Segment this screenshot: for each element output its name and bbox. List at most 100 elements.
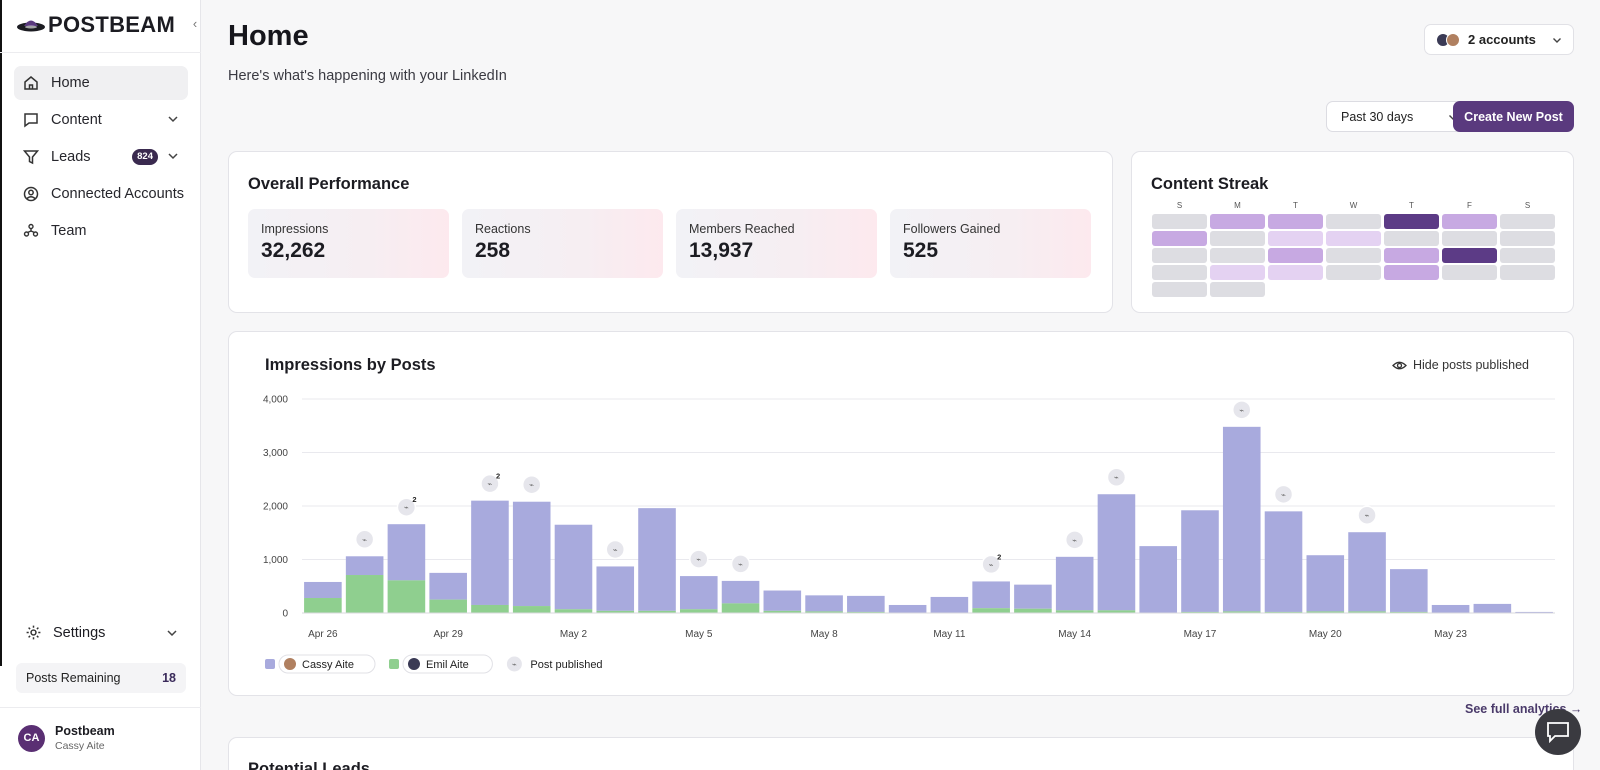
bar-cassy-aite[interactable] bbox=[1264, 511, 1303, 612]
bar-emil-aite[interactable] bbox=[1348, 611, 1386, 613]
legend-pill[interactable] bbox=[402, 654, 493, 674]
hide-posts-published-toggle[interactable]: Hide posts published bbox=[1392, 358, 1529, 372]
chat-widget-button[interactable] bbox=[1535, 709, 1581, 755]
streak-cell[interactable] bbox=[1500, 248, 1555, 263]
post-published-marker[interactable] bbox=[1064, 530, 1085, 550]
bar-cassy-aite[interactable] bbox=[304, 581, 342, 599]
streak-cell[interactable] bbox=[1326, 231, 1381, 246]
sidebar-item-connected-accounts[interactable]: Connected Accounts bbox=[14, 177, 188, 211]
bar-cassy-aite[interactable] bbox=[596, 566, 635, 611]
streak-cell[interactable] bbox=[1268, 231, 1323, 246]
bar-emil-aite[interactable] bbox=[1097, 610, 1136, 613]
streak-cell[interactable] bbox=[1152, 214, 1207, 229]
bar-cassy-aite[interactable] bbox=[471, 500, 509, 605]
streak-cell[interactable] bbox=[1384, 231, 1439, 246]
bar-emil-aite[interactable] bbox=[596, 610, 635, 613]
streak-cell[interactable] bbox=[1210, 214, 1265, 229]
streak-cell[interactable] bbox=[1326, 248, 1381, 263]
bar-cassy-aite[interactable] bbox=[930, 596, 969, 613]
bar-emil-aite[interactable] bbox=[471, 604, 509, 613]
bar-emil-aite[interactable] bbox=[1390, 611, 1428, 613]
date-range-select[interactable]: Past 30 days bbox=[1326, 101, 1474, 132]
streak-cell[interactable] bbox=[1384, 265, 1439, 280]
bar-cassy-aite[interactable] bbox=[721, 580, 760, 604]
post-published-marker[interactable] bbox=[730, 554, 751, 574]
bar-cassy-aite[interactable] bbox=[1181, 510, 1219, 612]
streak-cell[interactable] bbox=[1210, 231, 1265, 246]
bar-cassy-aite[interactable] bbox=[1473, 603, 1512, 613]
bar-cassy-aite[interactable] bbox=[1097, 494, 1136, 611]
bar-emil-aite[interactable] bbox=[1055, 610, 1094, 613]
streak-cell[interactable] bbox=[1500, 231, 1555, 246]
bar-emil-aite[interactable] bbox=[721, 603, 760, 613]
user-profile[interactable]: CA Postbeam Cassy Aite bbox=[18, 724, 115, 752]
bar-cassy-aite[interactable] bbox=[638, 508, 676, 611]
streak-cell[interactable] bbox=[1152, 231, 1207, 246]
bar-cassy-aite[interactable] bbox=[847, 595, 885, 612]
bar-emil-aite[interactable] bbox=[512, 606, 551, 613]
bar-cassy-aite[interactable] bbox=[679, 576, 718, 610]
streak-cell[interactable] bbox=[1500, 265, 1555, 280]
post-published-marker[interactable] bbox=[354, 529, 375, 550]
streak-cell[interactable] bbox=[1442, 214, 1497, 229]
post-published-marker[interactable] bbox=[1357, 505, 1377, 525]
bar-emil-aite[interactable] bbox=[763, 610, 802, 613]
streak-cell[interactable] bbox=[1210, 265, 1265, 280]
bar-emil-aite[interactable] bbox=[1181, 611, 1219, 613]
sidebar-item-team[interactable]: Team bbox=[14, 214, 188, 248]
settings-button[interactable]: Settings bbox=[17, 616, 187, 650]
bar-cassy-aite[interactable] bbox=[972, 581, 1010, 609]
bar-cassy-aite[interactable] bbox=[1431, 604, 1470, 613]
post-published-marker[interactable] bbox=[1232, 400, 1252, 420]
bar-emil-aite[interactable] bbox=[429, 599, 467, 613]
bar-emil-aite[interactable] bbox=[1264, 611, 1303, 613]
streak-cell[interactable] bbox=[1442, 265, 1497, 280]
bar-cassy-aite[interactable] bbox=[1055, 556, 1094, 611]
streak-cell[interactable] bbox=[1442, 231, 1497, 246]
bar-cassy-aite[interactable] bbox=[1139, 546, 1178, 613]
post-published-marker[interactable] bbox=[1273, 484, 1294, 505]
streak-cell[interactable] bbox=[1268, 248, 1323, 263]
streak-cell[interactable] bbox=[1268, 265, 1323, 280]
bar-emil-aite[interactable] bbox=[1306, 611, 1345, 613]
bar-cassy-aite[interactable] bbox=[1515, 611, 1553, 613]
create-new-post-button[interactable]: Create New Post bbox=[1453, 101, 1574, 132]
post-published-marker[interactable] bbox=[480, 473, 500, 494]
bar-emil-aite[interactable] bbox=[1222, 611, 1261, 613]
streak-cell[interactable] bbox=[1152, 265, 1207, 280]
post-published-marker[interactable] bbox=[521, 474, 542, 495]
bar-emil-aite[interactable] bbox=[847, 611, 885, 613]
chevron-down-icon[interactable] bbox=[166, 112, 180, 126]
streak-cell[interactable] bbox=[1384, 214, 1439, 229]
bar-cassy-aite[interactable] bbox=[429, 572, 467, 600]
post-published-marker[interactable] bbox=[689, 549, 709, 569]
bar-emil-aite[interactable] bbox=[679, 609, 718, 613]
bar-cassy-aite[interactable] bbox=[387, 524, 426, 581]
post-published-marker[interactable] bbox=[1106, 467, 1127, 487]
bar-emil-aite[interactable] bbox=[304, 598, 342, 613]
bar-emil-aite[interactable] bbox=[638, 610, 676, 613]
post-published-marker[interactable] bbox=[396, 497, 417, 517]
bar-cassy-aite[interactable] bbox=[345, 556, 384, 576]
post-published-marker[interactable] bbox=[605, 539, 625, 560]
streak-cell[interactable] bbox=[1442, 248, 1497, 263]
bar-cassy-aite[interactable] bbox=[512, 501, 551, 607]
bar-emil-aite[interactable] bbox=[345, 575, 384, 613]
bar-cassy-aite[interactable] bbox=[888, 604, 927, 613]
bar-emil-aite[interactable] bbox=[972, 608, 1010, 613]
sidebar-item-content[interactable]: Content bbox=[14, 103, 188, 137]
streak-cell[interactable] bbox=[1500, 214, 1555, 229]
bar-cassy-aite[interactable] bbox=[1222, 426, 1261, 612]
bar-cassy-aite[interactable] bbox=[1306, 555, 1345, 612]
sidebar-item-leads[interactable]: Leads 824 bbox=[14, 140, 188, 174]
bar-cassy-aite[interactable] bbox=[1348, 532, 1386, 612]
streak-cell[interactable] bbox=[1268, 214, 1323, 229]
streak-cell[interactable] bbox=[1210, 282, 1265, 297]
collapse-sidebar-icon[interactable]: ‹ bbox=[192, 16, 198, 31]
chevron-down-icon[interactable] bbox=[166, 149, 180, 163]
bar-cassy-aite[interactable] bbox=[554, 524, 593, 610]
streak-cell[interactable] bbox=[1210, 248, 1265, 263]
bar-emil-aite[interactable] bbox=[554, 609, 593, 613]
post-published-marker[interactable] bbox=[981, 554, 1001, 575]
streak-cell[interactable] bbox=[1152, 248, 1207, 263]
